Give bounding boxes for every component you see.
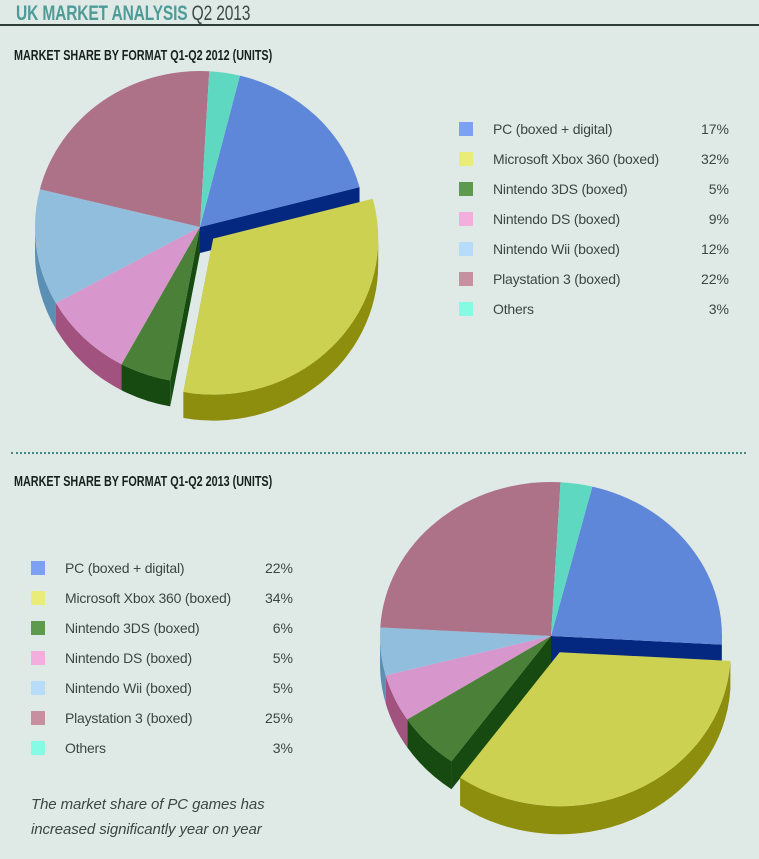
legend-swatch <box>459 302 473 316</box>
legend-label: Nintendo DS (boxed) <box>65 650 192 666</box>
pie-slice-nintendo-ds-boxed <box>385 636 551 720</box>
legend-swatch <box>459 182 473 196</box>
footnote-line-2: increased significantly year on year <box>31 821 262 838</box>
pie-slice-rim <box>385 675 408 748</box>
legend-value: 22% <box>700 271 729 287</box>
legend-swatch <box>31 561 45 575</box>
legend-label: Nintendo 3DS (boxed) <box>65 620 200 636</box>
legend-label: Playstation 3 (boxed) <box>65 710 193 726</box>
footnote: The market share of PC games has increas… <box>31 792 265 842</box>
legend-value: 6% <box>272 620 293 636</box>
legend-label: Others <box>65 740 106 756</box>
legend-item-nintendo-3ds-boxed: Nintendo 3DS (boxed) 5% <box>459 174 729 204</box>
legend-swatch <box>459 152 473 166</box>
pie-slice-side <box>451 636 551 790</box>
pie-slice-microsoft-xbox-360-boxed <box>460 652 731 807</box>
legend-item-microsoft-xbox-360-boxed: Microsoft Xbox 360 (boxed) 34% <box>31 583 293 613</box>
legend-value: 22% <box>264 560 293 576</box>
legend-value: 3% <box>272 740 293 756</box>
pie-slice-pc-boxed-digital <box>200 75 360 227</box>
legend-swatch <box>31 741 45 755</box>
pie-slice-playstation-3-boxed <box>380 482 561 636</box>
legend-item-others: Others 3% <box>459 294 729 324</box>
section-title-2012: MARKET SHARE BY FORMAT Q1-Q2 2012 (UNITS… <box>14 47 273 64</box>
pie-slice-others <box>200 71 240 227</box>
legend-2012: PC (boxed + digital) 17% Microsoft Xbox 36… <box>459 114 729 324</box>
legend-item-pc-boxed-digital: PC (boxed + digital) 22% <box>31 553 293 583</box>
legend-value: 9% <box>708 211 729 227</box>
pie-slice-nintendo-wii-boxed <box>35 189 200 304</box>
legend-swatch <box>31 621 45 635</box>
legend-label: Nintendo DS (boxed) <box>493 211 620 227</box>
legend-swatch <box>459 122 473 136</box>
legend-2013: PC (boxed + digital) 22% Microsoft Xbox 36… <box>31 553 293 763</box>
pie-slice-nintendo-3ds-boxed <box>407 636 551 762</box>
pie-slice-nintendo-ds-boxed <box>55 227 200 365</box>
legend-swatch <box>459 272 473 286</box>
legend-item-playstation-3-boxed: Playstation 3 (boxed) 25% <box>31 703 293 733</box>
legend-value: 3% <box>708 301 729 317</box>
legend-item-microsoft-xbox-360-boxed: Microsoft Xbox 360 (boxed) 32% <box>459 144 729 174</box>
legend-item-nintendo-wii-boxed: Nintendo Wii (boxed) 12% <box>459 234 729 264</box>
legend-swatch <box>31 711 45 725</box>
legend-value: 12% <box>700 241 729 257</box>
legend-item-nintendo-ds-boxed: Nintendo DS (boxed) 9% <box>459 204 729 234</box>
pie-slice-side <box>183 238 214 418</box>
legend-label: Microsoft Xbox 360 (boxed) <box>493 151 659 167</box>
legend-label: Nintendo Wii (boxed) <box>65 680 192 696</box>
legend-value: 5% <box>272 650 293 666</box>
pie-slice-nintendo-wii-boxed <box>380 627 551 676</box>
legend-item-playstation-3-boxed: Playstation 3 (boxed) 22% <box>459 264 729 294</box>
pie-chart-2013 <box>380 482 731 835</box>
legend-label: Others <box>493 301 534 317</box>
legend-swatch <box>31 681 45 695</box>
legend-label: PC (boxed + digital) <box>65 560 185 576</box>
legend-label: Microsoft Xbox 360 (boxed) <box>65 590 231 606</box>
legend-swatch <box>459 212 473 226</box>
legend-value: 32% <box>700 151 729 167</box>
legend-value: 34% <box>264 590 293 606</box>
pie-slice-rim <box>407 719 452 790</box>
pie-slice-pc-boxed-digital <box>551 486 722 645</box>
legend-value: 5% <box>272 680 293 696</box>
pie-slice-others <box>551 482 593 636</box>
legend-label: Nintendo 3DS (boxed) <box>493 181 628 197</box>
pie-slice-rim <box>55 303 122 391</box>
legend-value: 17% <box>700 121 729 137</box>
dotted-divider <box>11 452 746 454</box>
pie-slice-rim <box>183 238 379 421</box>
legend-item-others: Others 3% <box>31 733 293 763</box>
pie-slice-side <box>170 227 200 407</box>
legend-swatch <box>459 242 473 256</box>
pie-slice-rim <box>121 364 171 407</box>
pie-slice-microsoft-xbox-360-boxed <box>183 198 379 395</box>
legend-swatch <box>31 651 45 665</box>
legend-item-pc-boxed-digital: PC (boxed + digital) 17% <box>459 114 729 144</box>
pie-slice-playstation-3-boxed <box>39 71 210 227</box>
legend-item-nintendo-wii-boxed: Nintendo Wii (boxed) 5% <box>31 673 293 703</box>
legend-item-nintendo-ds-boxed: Nintendo DS (boxed) 5% <box>31 643 293 673</box>
footnote-line-1: The market share of PC games has <box>31 796 265 813</box>
legend-value: 5% <box>708 181 729 197</box>
pie-slice-side <box>551 636 722 673</box>
page-title-accent: UK MARKET ANALYSIS <box>16 2 188 25</box>
pie-slice-nintendo-3ds-boxed <box>121 227 200 381</box>
page-title: UK MARKET ANALYSIS Q2 2013 <box>16 3 250 24</box>
legend-label: Playstation 3 (boxed) <box>493 271 621 287</box>
legend-label: Nintendo Wii (boxed) <box>493 241 620 257</box>
pie-slice-rim <box>460 660 731 835</box>
page-title-period: Q2 2013 <box>191 2 251 25</box>
pie-chart-2012 <box>35 71 379 421</box>
legend-label: PC (boxed + digital) <box>493 121 613 137</box>
pie-slice-rim <box>380 636 386 704</box>
section-title-2013: MARKET SHARE BY FORMAT Q1-Q2 2013 (UNITS… <box>14 473 273 490</box>
page-header: UK MARKET ANALYSIS Q2 2013 <box>0 0 759 26</box>
legend-item-nintendo-3ds-boxed: Nintendo 3DS (boxed) 6% <box>31 613 293 643</box>
pie-slice-side <box>200 187 360 253</box>
legend-swatch <box>31 591 45 605</box>
pie-slice-rim <box>35 227 56 330</box>
legend-value: 25% <box>264 710 293 726</box>
